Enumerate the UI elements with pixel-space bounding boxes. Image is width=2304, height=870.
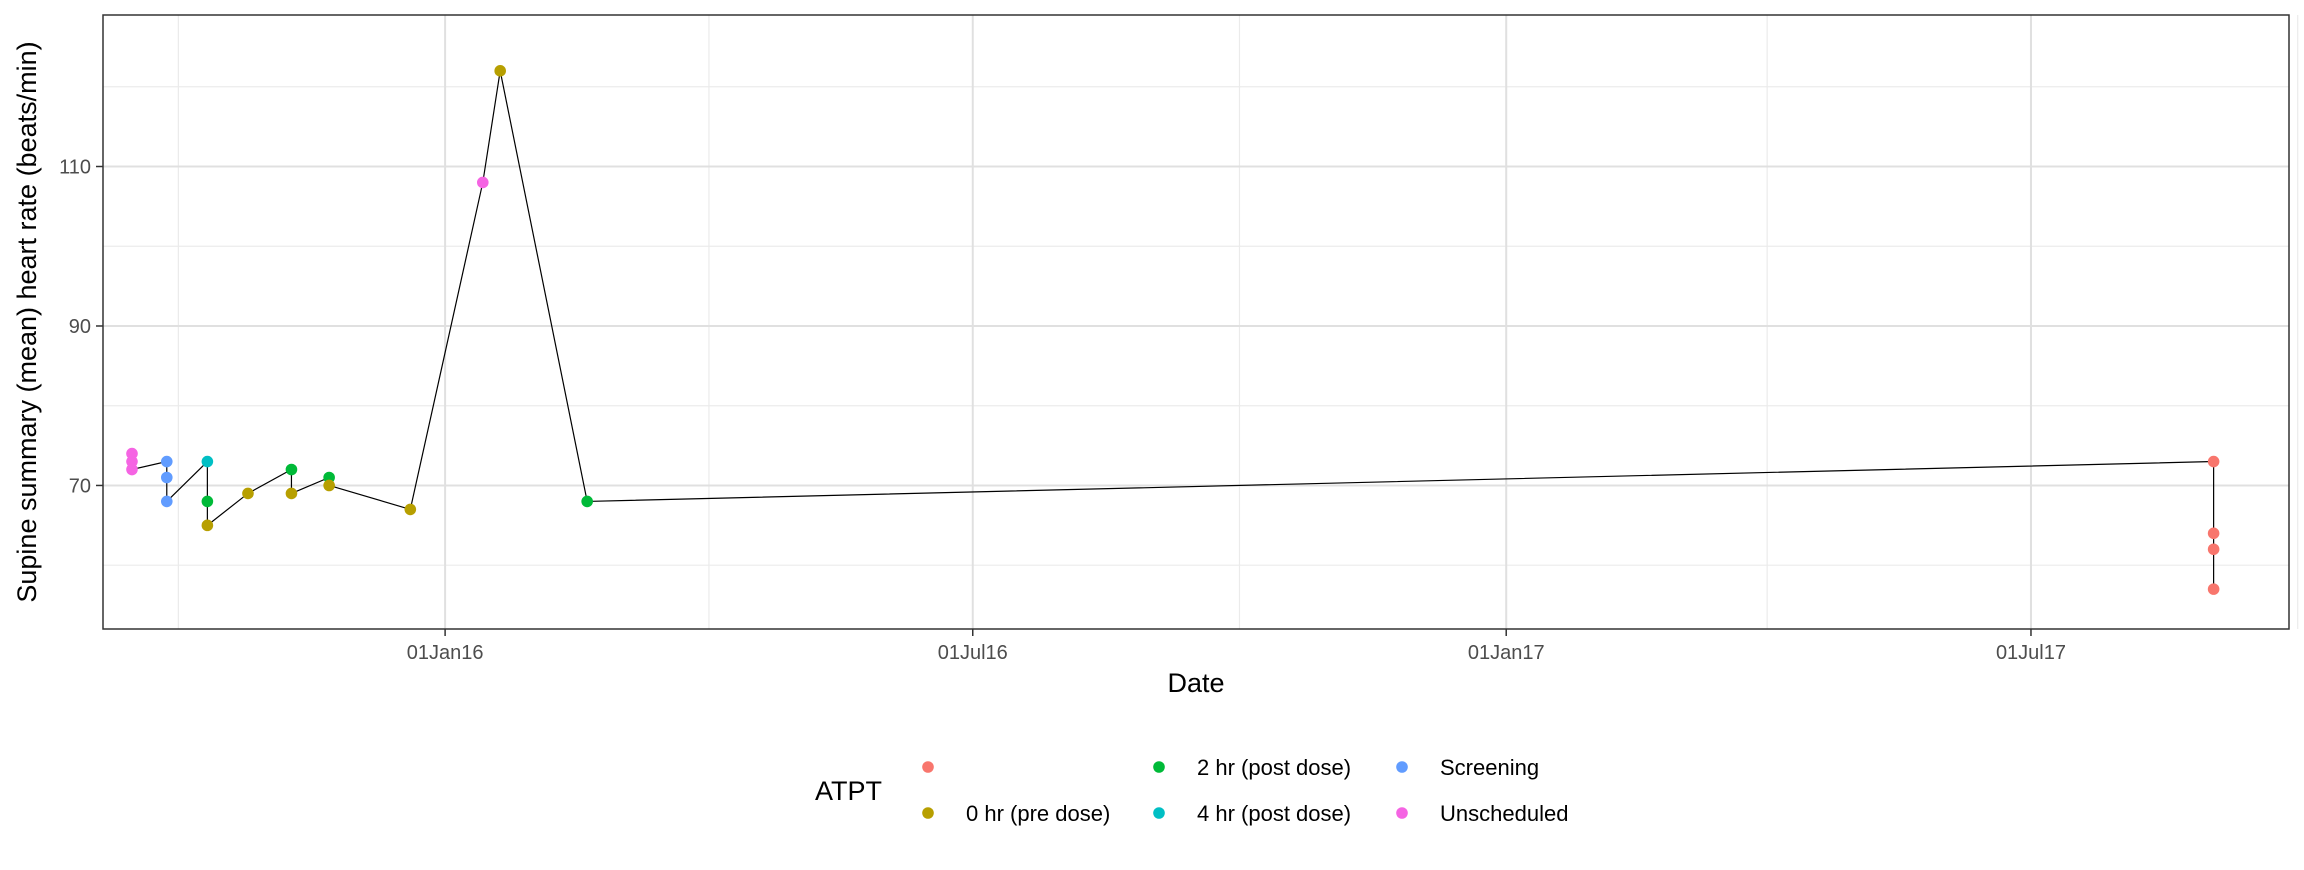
legend-key-4-hr-post-dose <box>1153 807 1165 819</box>
legend-label-unscheduled: Unscheduled <box>1440 801 1568 826</box>
legend-label-2-hr-post-dose: 2 hr (post dose) <box>1197 755 1351 780</box>
data-point-0-hr-pre-dose <box>285 487 298 500</box>
legend-key-2-hr-post-dose <box>1153 761 1165 773</box>
x-tick-label: 01Jul17 <box>1996 642 2066 664</box>
y-tick-label: 110 <box>59 157 91 179</box>
x-axis: 01Jan16 01Jul16 01Jan17 01Jul17 <box>407 629 2066 664</box>
legend-label-screening: Screening <box>1440 755 1539 780</box>
data-point-0-hr-pre-dose <box>494 65 506 77</box>
data-point-2-hr-post-dose <box>581 495 593 508</box>
legend-key-unscheduled <box>1396 807 1408 819</box>
data-point-unscheduled <box>126 463 138 476</box>
x-axis-title: Date <box>1167 668 1224 698</box>
panel-border <box>102 14 2290 630</box>
minor-gridlines <box>103 15 2299 629</box>
data-point-unlabeled <box>2207 543 2220 556</box>
data-point-unscheduled <box>476 176 489 189</box>
legend-label-4-hr-post-dose: 4 hr (post dose) <box>1197 801 1351 826</box>
data-point-2-hr-post-dose <box>323 471 335 484</box>
series-line-group <box>131 70 2215 590</box>
y-axis-title: Supine summary (mean) heart rate (beats/… <box>12 41 42 602</box>
data-point-0-hr-pre-dose <box>242 487 254 500</box>
data-point-unlabeled <box>2207 583 2220 595</box>
legend: ATPT 0 hr (pre dose) 2 hr (post dose) 4 hr… <box>815 755 1568 826</box>
major-gridlines <box>103 15 2289 629</box>
data-point-2-hr-post-dose <box>285 463 298 476</box>
data-point-0-hr-pre-dose <box>404 503 417 516</box>
data-point-screening <box>160 495 173 508</box>
data-point-unlabeled <box>2207 455 2220 468</box>
x-tick-label: 01Jan16 <box>407 642 484 664</box>
data-point-screening <box>160 471 173 484</box>
y-tick-label: 90 <box>69 316 91 338</box>
series-line <box>131 70 2215 590</box>
y-axis: 70 90 110 <box>59 157 103 497</box>
data-point-unlabeled <box>2207 527 2220 540</box>
legend-key-screening <box>1396 761 1408 773</box>
legend-key-0-hr-pre-dose <box>922 807 934 819</box>
legend-title: ATPT <box>815 776 882 806</box>
x-tick-label: 01Jul16 <box>938 642 1008 664</box>
data-point-0-hr-pre-dose <box>201 519 214 532</box>
data-points <box>126 65 2220 595</box>
data-point-0-hr-pre-dose <box>323 479 335 492</box>
data-point-2-hr-post-dose <box>201 495 214 508</box>
x-tick-label: 01Jan17 <box>1468 642 1545 664</box>
panel-background <box>103 15 2289 629</box>
legend-label-0-hr-pre-dose: 0 hr (pre dose) <box>966 801 1110 826</box>
data-point-screening <box>160 455 173 468</box>
legend-key-unlabeled <box>922 761 934 773</box>
data-point-4-hr-post-dose <box>201 455 214 468</box>
data-point-unscheduled <box>126 447 138 460</box>
y-tick-label: 70 <box>69 475 91 497</box>
data-point-unscheduled <box>126 455 138 468</box>
